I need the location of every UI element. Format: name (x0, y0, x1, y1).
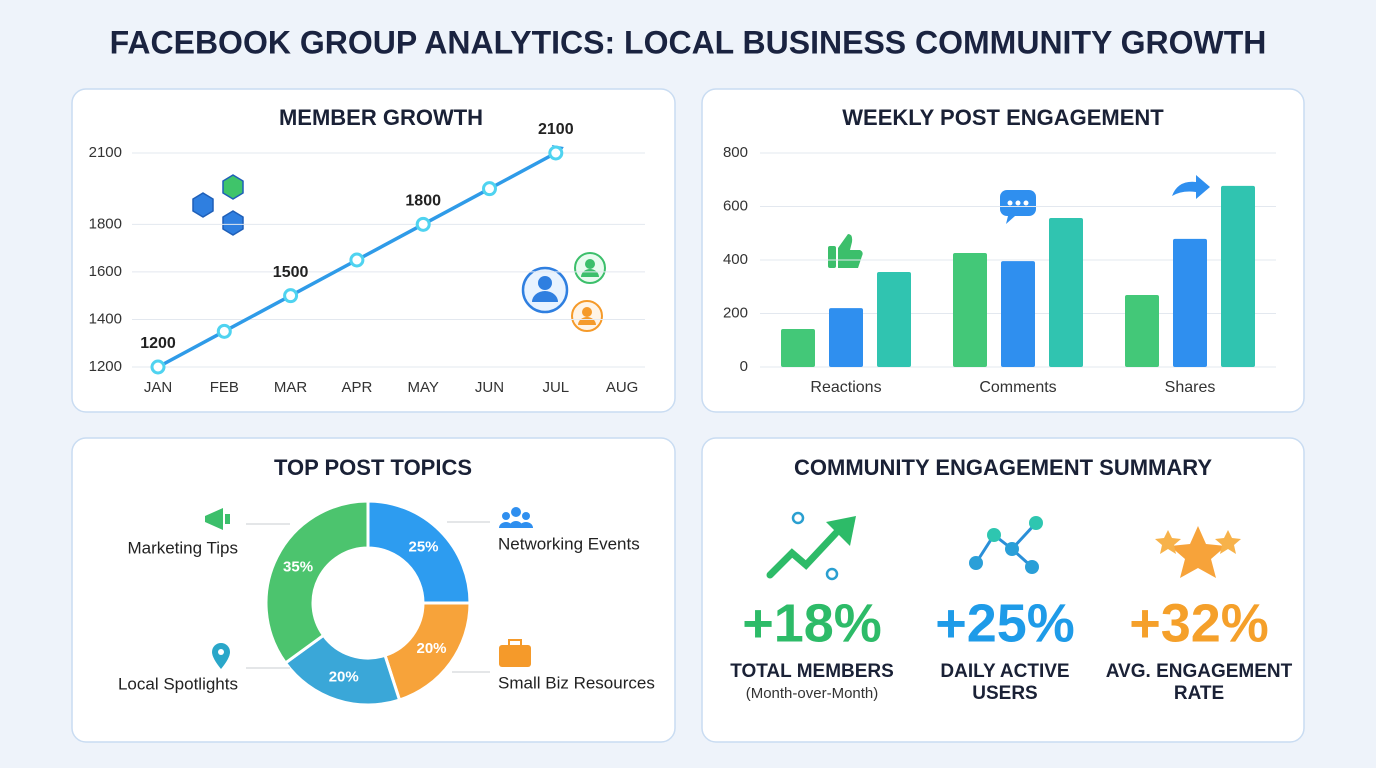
bar (1125, 295, 1159, 367)
topic-icons (205, 507, 533, 669)
data-label: 2100 (538, 121, 574, 138)
data-label: 1200 (140, 335, 176, 352)
slice-label: 25% (408, 538, 438, 555)
page-title: FACEBOOK GROUP ANALYTICS: LOCAL BUSINESS… (110, 24, 1267, 60)
kpi-value: +25% (935, 593, 1075, 653)
bar (1049, 218, 1083, 367)
point (349, 252, 365, 268)
y-tick-label: 1200 (89, 358, 122, 375)
kpi-label: TOTAL MEMBERS (730, 661, 894, 682)
category-label: Small Biz Resources (498, 673, 655, 692)
slice-label: 35% (283, 558, 313, 575)
slice-label: 20% (329, 669, 359, 686)
donut-slice (264, 499, 370, 666)
kpi-label: AVG. ENGAGEMENT (1106, 661, 1293, 682)
y-tick-label: 800 (723, 144, 748, 161)
y-tick-label: 2100 (89, 144, 122, 161)
y-tick-label: 1400 (89, 310, 122, 327)
point (150, 359, 166, 375)
kpi-value: +18% (742, 593, 882, 653)
bar (781, 329, 815, 367)
y-tick-label: 0 (740, 358, 748, 375)
bar (1221, 185, 1255, 367)
kpi-label: DAILY ACTIVE (940, 661, 1069, 682)
data-label: 1500 (273, 264, 309, 281)
point (415, 216, 431, 232)
bar (953, 253, 987, 367)
x-tick-label: JUN (475, 379, 504, 396)
category-label: Marketing Tips (127, 538, 238, 557)
point (482, 181, 497, 197)
network-icon (192, 174, 244, 236)
x-tick-label: Comments (979, 379, 1056, 396)
y-tick-label: 200 (723, 304, 748, 321)
x-tick-label: MAR (274, 379, 308, 396)
point (216, 323, 232, 339)
bar (1001, 261, 1035, 367)
data-label: 1800 (405, 193, 441, 210)
panel-title: WEEKLY POST ENGAGEMENT (842, 105, 1164, 130)
panel-title: TOP POST TOPICS (274, 455, 472, 480)
x-tick-label: JAN (144, 379, 172, 396)
x-tick-label: AUG (606, 379, 639, 396)
y-tick-label: 1800 (89, 215, 122, 232)
x-tick-label: APR (341, 379, 372, 396)
bar (877, 272, 911, 367)
engagement-icons (828, 175, 1210, 268)
slice-label: 20% (416, 640, 446, 657)
category-label: Networking Events (498, 534, 640, 553)
panel (701, 437, 1305, 743)
donut-slice (366, 499, 472, 605)
kpi-sublabel: USERS (972, 683, 1037, 704)
kpi-value: +32% (1129, 593, 1269, 653)
category-label: Local Spotlights (118, 674, 238, 693)
point (283, 288, 299, 304)
panel-title: COMMUNITY ENGAGEMENT SUMMARY (794, 455, 1212, 480)
bar (1173, 238, 1207, 367)
panel-title: MEMBER GROWTH (279, 105, 483, 130)
y-tick-label: 600 (723, 197, 748, 214)
kpi-sublabel: (Month-over-Month) (746, 685, 879, 702)
x-tick-label: FEB (210, 379, 239, 396)
bar (829, 308, 863, 367)
x-tick-label: Shares (1165, 379, 1216, 396)
x-tick-label: MAY (407, 379, 438, 396)
y-tick-label: 400 (723, 251, 748, 268)
y-tick-label: 1600 (89, 263, 122, 280)
summary-icons (766, 511, 1241, 581)
x-tick-label: Reactions (810, 379, 881, 396)
point (548, 145, 564, 161)
kpi-sublabel: RATE (1174, 683, 1224, 704)
x-tick-label: JUL (542, 379, 569, 396)
